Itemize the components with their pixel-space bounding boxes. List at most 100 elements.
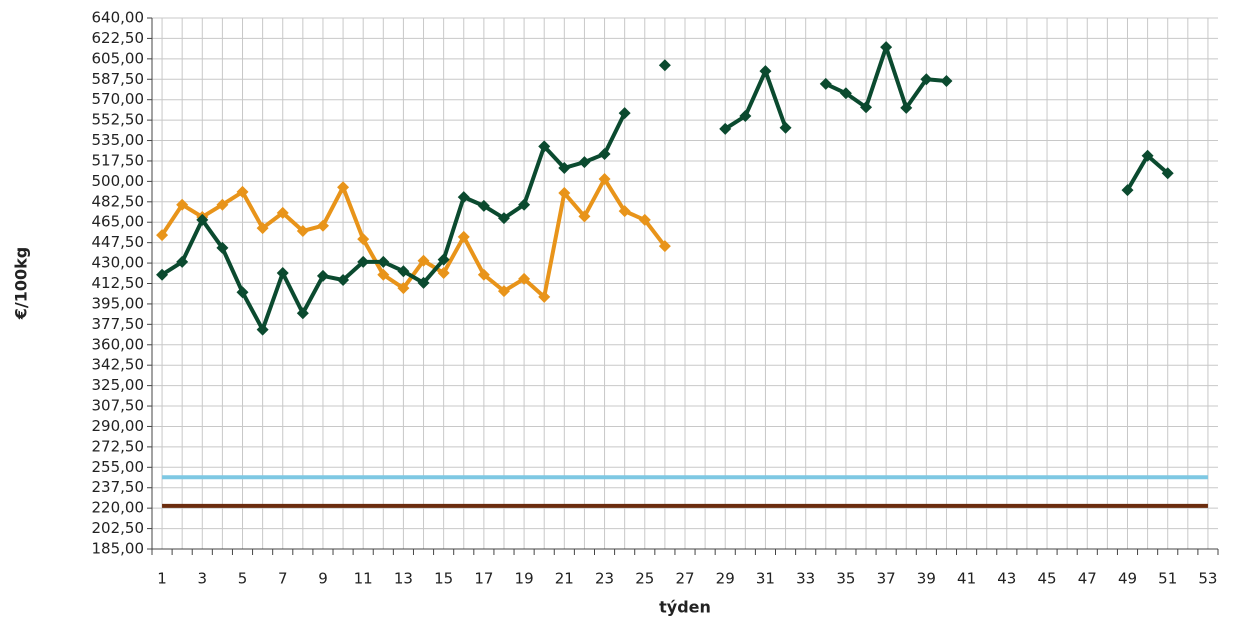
- marker: [558, 187, 571, 200]
- marker: [377, 255, 390, 268]
- marker: [860, 101, 873, 114]
- x-tick-label: 35: [836, 570, 855, 588]
- x-tick-label: 23: [595, 570, 614, 588]
- marker: [518, 272, 531, 285]
- marker: [417, 276, 430, 289]
- marker: [437, 266, 450, 279]
- marker: [477, 199, 490, 212]
- marker: [236, 286, 249, 299]
- marker: [719, 122, 732, 135]
- marker: [497, 285, 510, 298]
- marker: [296, 307, 309, 320]
- marker: [256, 222, 269, 235]
- marker: [276, 206, 289, 219]
- marker: [256, 323, 269, 336]
- marker: [578, 210, 591, 223]
- marker: [538, 290, 551, 303]
- y-tick-label: 517,50: [92, 151, 145, 169]
- marker: [316, 219, 329, 232]
- y-axis-label: €/100kg: [12, 247, 31, 320]
- marker: [598, 173, 611, 186]
- marker: [658, 240, 671, 253]
- marker: [538, 140, 551, 153]
- marker: [276, 266, 289, 279]
- marker: [156, 268, 169, 281]
- marker: [196, 213, 209, 226]
- y-tick-label: 325,00: [92, 376, 145, 394]
- marker: [236, 185, 249, 198]
- y-tick-label: 237,50: [92, 478, 145, 496]
- y-tick-label: 535,00: [92, 131, 145, 149]
- marker: [578, 156, 591, 169]
- marker: [618, 205, 631, 218]
- marker: [457, 230, 470, 243]
- x-tick-label: 5: [238, 570, 248, 588]
- marker: [518, 198, 531, 211]
- y-tick-label: 430,00: [92, 254, 145, 272]
- marker: [900, 101, 913, 114]
- marker: [759, 65, 772, 78]
- marker: [739, 110, 752, 123]
- marker: [176, 198, 189, 211]
- marker: [1141, 149, 1154, 162]
- marker: [658, 59, 671, 72]
- marker: [920, 73, 933, 86]
- marker: [316, 269, 329, 282]
- y-tick-label: 377,50: [92, 315, 145, 333]
- y-tick-label: 412,50: [92, 274, 145, 292]
- y-tick-label: 202,50: [92, 519, 145, 537]
- x-tick-label: 49: [1118, 570, 1137, 588]
- marker: [337, 273, 350, 286]
- x-tick-label: 11: [354, 570, 373, 588]
- marker: [216, 241, 229, 254]
- y-tick-label: 447,50: [92, 233, 145, 251]
- y-tick-label: 465,00: [92, 213, 145, 231]
- y-tick-label: 290,00: [92, 417, 145, 435]
- marker: [940, 75, 953, 88]
- x-axis-label: týden: [659, 598, 711, 617]
- y-tick-label: 342,50: [92, 356, 145, 374]
- x-tick-label: 25: [635, 570, 654, 588]
- x-tick-label: 3: [198, 570, 208, 588]
- marker: [779, 121, 792, 134]
- x-tick-label: 7: [278, 570, 288, 588]
- x-tick-label: 29: [716, 570, 735, 588]
- x-tick-label: 53: [1198, 570, 1217, 588]
- y-tick-label: 360,00: [92, 335, 145, 353]
- x-tick-label: 39: [917, 570, 936, 588]
- y-tick-label: 640,00: [92, 9, 145, 27]
- marker: [457, 191, 470, 204]
- marker: [618, 107, 631, 120]
- marker: [397, 265, 410, 278]
- marker: [337, 181, 350, 194]
- y-tick-label: 395,00: [92, 294, 145, 312]
- y-tick-label: 570,00: [92, 90, 145, 108]
- marker: [216, 198, 229, 211]
- marker: [819, 77, 832, 90]
- series-line: [160, 177, 667, 299]
- marker: [417, 254, 430, 267]
- marker: [1121, 184, 1134, 197]
- x-tick-label: 17: [474, 570, 493, 588]
- marker: [638, 213, 651, 226]
- y-tick-label: 220,00: [92, 499, 145, 517]
- marker: [437, 253, 450, 266]
- marker: [598, 147, 611, 160]
- x-tick-label: 31: [756, 570, 775, 588]
- x-tick-label: 41: [957, 570, 976, 588]
- y-tick-label: 500,00: [92, 172, 145, 190]
- x-tick-label: 15: [434, 570, 453, 588]
- y-tick-label: 482,50: [92, 192, 145, 210]
- y-tick-label: 307,50: [92, 397, 145, 415]
- y-tick-label: 272,50: [92, 437, 145, 455]
- x-tick-label: 21: [555, 570, 574, 588]
- marker: [377, 268, 390, 281]
- y-tick-label: 622,50: [92, 29, 145, 47]
- x-tick-label: 47: [1078, 570, 1097, 588]
- marker: [296, 224, 309, 237]
- x-tick-label: 33: [796, 570, 815, 588]
- marker: [880, 41, 893, 54]
- y-tick-label: 587,50: [92, 70, 145, 88]
- x-tick-label: 43: [997, 570, 1016, 588]
